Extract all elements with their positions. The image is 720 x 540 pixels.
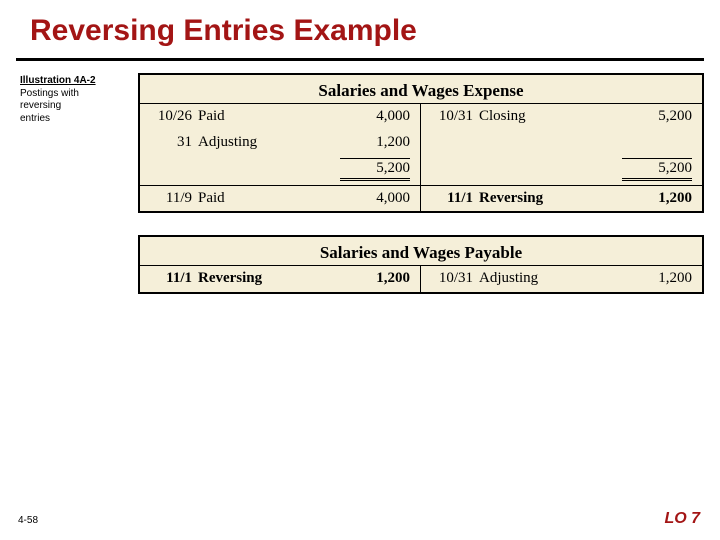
- row-desc: Adjusting: [479, 268, 622, 290]
- row-date: 10/31: [429, 268, 479, 290]
- row-date: 11/1: [429, 188, 479, 210]
- row-date: 10/26: [148, 106, 198, 128]
- row-date: 11/9: [148, 188, 198, 210]
- ledger-row-empty: [421, 130, 702, 156]
- row-amount: 4,000: [340, 188, 410, 210]
- t-account-payable: Salaries and Wages Payable 11/1 Reversin…: [138, 235, 704, 294]
- caption-heading: Illustration 4A-2: [20, 75, 96, 86]
- row-amount: 5,200: [622, 106, 692, 128]
- row-amount: 4,000: [340, 106, 410, 128]
- account-title: Salaries and Wages Expense: [140, 75, 702, 103]
- row-desc: Paid: [198, 106, 340, 128]
- caption-line: entries: [20, 113, 50, 124]
- content-row: Illustration 4A-2 Postings with reversin…: [0, 61, 720, 294]
- ledger-row: 10/26 Paid 4,000: [140, 104, 420, 130]
- row-amount: 1,200: [340, 268, 410, 290]
- credit-side: 10/31 Closing 5,200 5,200 11/1 Reversing…: [421, 103, 702, 211]
- debit-side: 11/1 Reversing 1,200: [140, 265, 421, 292]
- illustration-caption: Illustration 4A-2 Postings with reversin…: [20, 73, 130, 125]
- row-desc: Reversing: [479, 188, 622, 210]
- ledger-row: 11/1 Reversing 1,200: [140, 266, 420, 292]
- slide-title: Reversing Entries Example: [0, 0, 720, 58]
- account-body: 10/26 Paid 4,000 31 Adjusting 1,200 5,20…: [140, 103, 702, 211]
- slide-number: 4-58: [18, 515, 38, 526]
- ledger-row: 10/31 Adjusting 1,200: [421, 266, 702, 292]
- account-body: 11/1 Reversing 1,200 10/31 Adjusting 1,2…: [140, 265, 702, 292]
- row-desc: Paid: [198, 188, 340, 210]
- row-date: 11/1: [148, 268, 198, 290]
- row-amount: 1,200: [622, 188, 692, 210]
- subtotal: 5,200: [622, 158, 692, 181]
- t-account-expense: Salaries and Wages Expense 10/26 Paid 4,…: [138, 73, 704, 213]
- subtotal: 5,200: [340, 158, 410, 181]
- row-desc: Adjusting: [198, 132, 340, 154]
- ledger-row: 11/9 Paid 4,000: [140, 186, 420, 212]
- row-date: 31: [148, 132, 198, 154]
- credit-side: 10/31 Adjusting 1,200: [421, 265, 702, 292]
- learning-objective: LO 7: [664, 510, 700, 528]
- ledger-row: 11/1 Reversing 1,200: [421, 186, 702, 212]
- ledger-row: 10/31 Closing 5,200: [421, 104, 702, 130]
- debit-side: 10/26 Paid 4,000 31 Adjusting 1,200 5,20…: [140, 103, 421, 211]
- ledger-row: 31 Adjusting 1,200: [140, 130, 420, 156]
- row-date: 10/31: [429, 106, 479, 128]
- row-desc: Closing: [479, 106, 622, 128]
- caption-line: reversing: [20, 100, 61, 111]
- row-amount: 1,200: [340, 132, 410, 154]
- row-amount: 1,200: [622, 268, 692, 290]
- tables-column: Salaries and Wages Expense 10/26 Paid 4,…: [138, 73, 704, 294]
- row-desc: Reversing: [198, 268, 340, 290]
- caption-line: Postings with: [20, 88, 79, 99]
- account-title: Salaries and Wages Payable: [140, 237, 702, 265]
